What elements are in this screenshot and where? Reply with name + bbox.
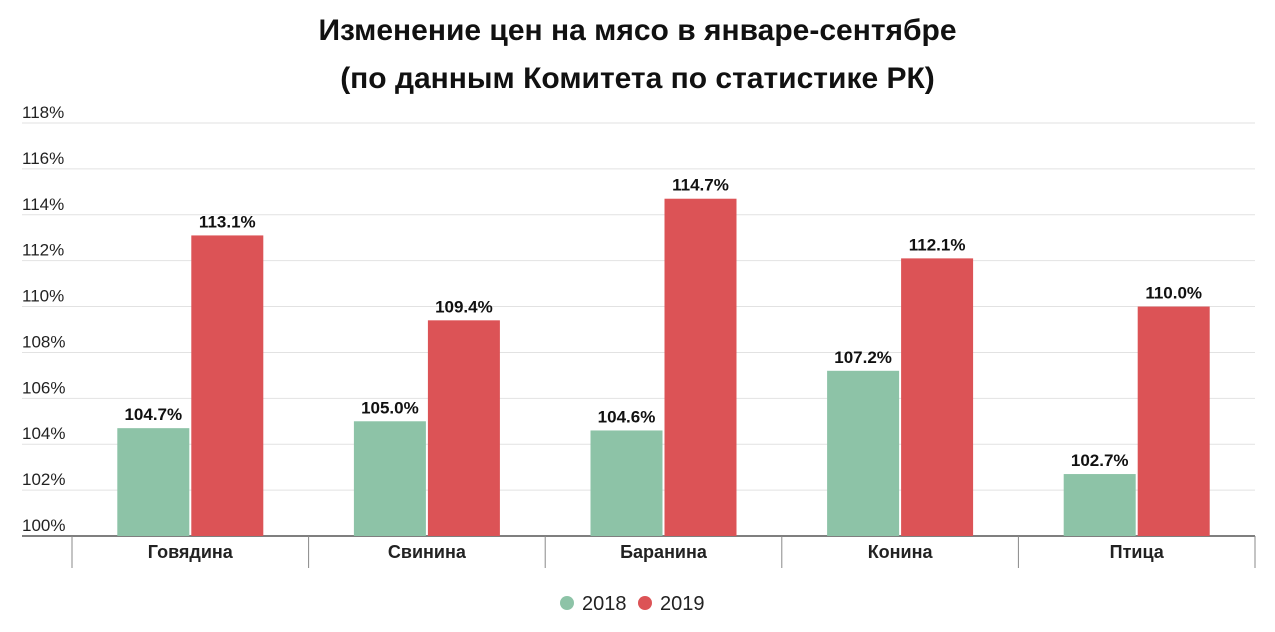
data-label: 105.0%	[361, 398, 419, 417]
data-label: 114.7%	[672, 176, 729, 195]
y-tick-label: 112%	[22, 241, 64, 260]
bar-2018	[590, 430, 663, 536]
data-label: 113.1%	[199, 212, 256, 231]
bar-2019	[191, 235, 264, 536]
data-label: 112.1%	[909, 235, 966, 254]
x-tick-label: Свинина	[388, 542, 467, 562]
y-tick-label: 108%	[22, 332, 65, 351]
bar-2018	[1063, 474, 1136, 536]
y-tick-label: 118%	[22, 103, 64, 122]
chart-title: Изменение цен на мясо в январе-сентябре	[318, 14, 957, 47]
x-tick-label: Баранина	[620, 542, 708, 562]
legend-label: 2018	[582, 593, 627, 615]
data-label: 104.6%	[598, 407, 656, 426]
chart-subtitle: (по данным Комитета по статистике РК)	[340, 62, 935, 95]
x-tick-label: Конина	[868, 542, 934, 562]
x-tick-label: Птица	[1110, 542, 1165, 562]
y-tick-label: 110%	[22, 287, 64, 306]
bar-2019	[1137, 306, 1210, 536]
data-label: 109.4%	[435, 297, 493, 316]
bar-2018	[353, 421, 426, 536]
y-tick-label: 114%	[22, 195, 64, 214]
bar-2018	[117, 428, 190, 536]
data-label: 107.2%	[834, 348, 892, 367]
data-label: 110.0%	[1145, 284, 1202, 303]
legend-marker	[560, 596, 574, 610]
y-tick-label: 116%	[22, 149, 64, 168]
x-tick-label: Говядина	[148, 542, 234, 562]
y-tick-label: 100%	[22, 516, 65, 535]
legend-label: 2019	[660, 593, 705, 615]
y-tick-label: 106%	[22, 378, 65, 397]
bar-2019	[901, 258, 974, 536]
bar-2018	[827, 370, 900, 536]
bar-2019	[427, 320, 500, 536]
y-tick-label: 104%	[22, 424, 65, 443]
y-tick-label: 102%	[22, 470, 65, 489]
data-label: 102.7%	[1071, 451, 1129, 470]
legend-marker	[638, 596, 652, 610]
bar-2019	[664, 198, 737, 536]
data-label: 104.7%	[124, 405, 182, 424]
